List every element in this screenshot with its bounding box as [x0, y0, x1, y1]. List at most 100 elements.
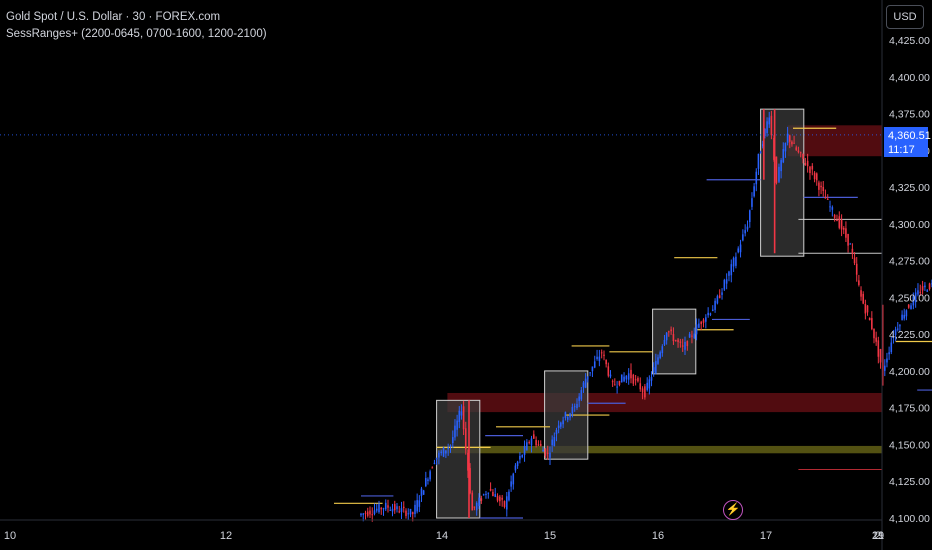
- candle-body: [802, 153, 804, 159]
- candle-body: [454, 425, 456, 438]
- candle-body: [668, 331, 670, 333]
- candle-body: [378, 504, 380, 513]
- candle-body: [362, 513, 365, 515]
- candle-body: [380, 508, 383, 510]
- candle-body: [888, 352, 890, 355]
- candle-body: [616, 386, 618, 388]
- candle-body: [924, 285, 926, 288]
- candle-body: [442, 447, 445, 457]
- candle-body: [644, 386, 646, 398]
- candle-body: [600, 352, 603, 354]
- candle-body: [806, 160, 809, 167]
- candle-body: [553, 437, 556, 447]
- candle-body: [899, 325, 901, 327]
- candle-body: [907, 304, 910, 308]
- candle-body: [858, 280, 860, 285]
- candle-body: [637, 377, 639, 382]
- time-tick-label: 12: [220, 530, 232, 542]
- candle-body: [603, 354, 605, 356]
- symbol-title[interactable]: Gold Spot / U.S. Dollar · 30 · FOREX.com: [6, 11, 221, 23]
- candle-body: [695, 324, 698, 335]
- candle-body: [398, 511, 401, 513]
- candle-body: [537, 444, 540, 446]
- time-tick-label: 14: [436, 530, 448, 542]
- candle-body: [593, 361, 596, 368]
- candle-body: [469, 468, 471, 494]
- candle-body: [482, 494, 485, 496]
- candle-body: [842, 227, 845, 230]
- candle-body: [584, 378, 587, 388]
- candle-body: [429, 471, 431, 480]
- price-tick-label: 4,150.00: [889, 439, 930, 451]
- candle-body: [818, 182, 820, 190]
- candle-body: [639, 383, 642, 390]
- candle-body: [813, 172, 816, 180]
- candle-body: [691, 335, 693, 337]
- candle-body: [494, 494, 497, 497]
- candle-body: [582, 382, 585, 388]
- time-tick-label: 10: [4, 530, 16, 542]
- candle-body: [684, 341, 686, 350]
- candle-body: [849, 243, 852, 245]
- candle-body: [788, 135, 791, 142]
- candle-body: [480, 498, 483, 501]
- candle-body: [894, 329, 897, 336]
- candle-body: [721, 292, 723, 295]
- candle-body: [535, 439, 537, 446]
- candle-body: [646, 382, 648, 391]
- candle-body: [503, 501, 506, 508]
- candle-body: [630, 369, 632, 379]
- candle-body: [449, 445, 452, 447]
- zone-support: [447, 392, 882, 413]
- candle-body: [730, 264, 733, 276]
- candle-body: [464, 428, 467, 450]
- candle-body: [698, 323, 700, 328]
- candle-body: [901, 314, 903, 321]
- candle-body: [542, 449, 544, 452]
- candle-body: [657, 357, 659, 364]
- candle-body: [862, 293, 864, 304]
- session-box: [436, 399, 481, 519]
- candle-body: [829, 206, 831, 208]
- candle-body: [452, 437, 454, 444]
- time-tick-label: 21: [872, 530, 884, 542]
- candle-body: [705, 317, 707, 322]
- candle-body: [369, 510, 371, 515]
- price-tick-label: 4,275.00: [889, 256, 930, 268]
- candle-body: [775, 156, 778, 183]
- candle-body: [702, 319, 705, 323]
- candle-body: [512, 473, 515, 485]
- candle-body: [407, 513, 410, 515]
- candle-body: [659, 352, 661, 359]
- candle-body: [890, 342, 893, 353]
- lightning-icon[interactable]: ⚡: [723, 500, 743, 520]
- zone-support-olive: [436, 445, 882, 454]
- candle-body: [751, 198, 753, 207]
- candle-body: [766, 121, 768, 134]
- candle-body: [625, 375, 628, 380]
- candle-body: [627, 373, 630, 380]
- candle-body: [826, 198, 829, 200]
- indicator-label[interactable]: SessRanges+ (2200-0645, 0700-1600, 1200-…: [6, 28, 267, 40]
- price-tick-label: 4,300.00: [889, 219, 930, 231]
- candle-body: [681, 345, 684, 347]
- candle-body: [418, 500, 421, 507]
- candle-body: [460, 411, 463, 416]
- bar-countdown: 11:17: [888, 144, 915, 156]
- candle-body: [516, 461, 519, 467]
- candle-body: [487, 492, 490, 494]
- candle-body: [737, 248, 740, 253]
- candle-body: [591, 366, 594, 372]
- last-price-value: 4,360.51: [888, 130, 931, 142]
- candle-body: [569, 413, 571, 418]
- candle-body: [650, 377, 653, 381]
- currency-button[interactable]: USD: [886, 5, 924, 29]
- candle-body: [836, 219, 838, 222]
- time-tick-label: 19: [872, 530, 884, 542]
- candle-body: [539, 443, 542, 446]
- candle-body: [546, 452, 549, 454]
- candle-body: [427, 479, 429, 481]
- candle-body: [679, 341, 682, 343]
- candle-body: [714, 300, 716, 310]
